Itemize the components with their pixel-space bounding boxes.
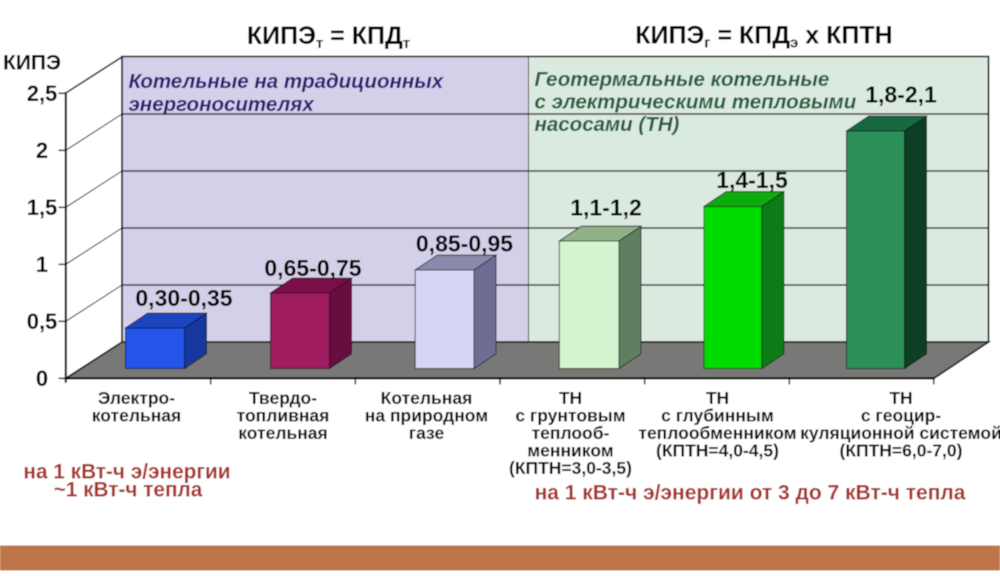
- svg-text:с геоцир-: с геоцир-: [861, 405, 942, 425]
- svg-text:1,1-1,2: 1,1-1,2: [570, 195, 642, 221]
- svg-text:с электрическими тепловыми: с электрическими тепловыми: [535, 91, 857, 114]
- svg-text:ТН: ТН: [889, 388, 912, 408]
- svg-text:с глубинным: с глубинным: [661, 405, 774, 425]
- svg-text:~1 кВт-ч тепла: ~1 кВт-ч тепла: [54, 479, 203, 502]
- svg-text:2,5: 2,5: [27, 81, 58, 106]
- svg-text:менником: менником: [527, 441, 614, 461]
- svg-text:ТН: ТН: [559, 388, 582, 408]
- svg-text:Котельные на традиционных: Котельные на традиционных: [129, 70, 445, 93]
- svg-text:КИПЭт = КПДт: КИПЭт = КПДт: [247, 22, 410, 52]
- svg-text:с грунтовым: с грунтовым: [515, 405, 625, 425]
- svg-text:0,5: 0,5: [27, 309, 58, 334]
- svg-text:насосами (ТН): насосами (ТН): [535, 113, 680, 136]
- svg-text:Геотермальные котельные: Геотермальные котельные: [535, 68, 830, 91]
- svg-text:топливная: топливная: [237, 405, 330, 425]
- svg-text:КИПЭ: КИПЭ: [3, 52, 61, 75]
- svg-text:0,30-0,35: 0,30-0,35: [135, 285, 232, 311]
- svg-text:(КПТН=6,0-7,0): (КПТН=6,0-7,0): [840, 441, 963, 461]
- svg-text:энергоносителях: энергоносителях: [129, 93, 316, 116]
- svg-text:на природном: на природном: [365, 405, 488, 425]
- svg-text:(КПТН=4,0-4,5): (КПТН=4,0-4,5): [656, 441, 779, 461]
- svg-text:ТН: ТН: [706, 388, 729, 408]
- svg-text:1,8-2,1: 1,8-2,1: [865, 82, 937, 108]
- svg-text:0,65-0,75: 0,65-0,75: [264, 255, 361, 281]
- svg-text:на 1 кВт-ч э/энергии от 3 до 7: на 1 кВт-ч э/энергии от 3 до 7 кВт-ч теп…: [535, 482, 966, 505]
- svg-text:1: 1: [36, 252, 48, 277]
- svg-text:1,5: 1,5: [27, 195, 58, 220]
- svg-text:Электро-: Электро-: [98, 388, 175, 408]
- svg-text:на 1 кВт-ч э/энергии: на 1 кВт-ч э/энергии: [23, 461, 230, 484]
- svg-text:(КПТН=3,0-3,5): (КПТН=3,0-3,5): [509, 458, 632, 478]
- svg-text:КИПЭг = КПДэ х КПТН: КИПЭг = КПДэ х КПТН: [635, 22, 892, 52]
- svg-text:0: 0: [36, 366, 48, 391]
- svg-text:газе: газе: [409, 423, 445, 443]
- svg-text:теплообменником: теплообменником: [638, 423, 796, 443]
- svg-text:0,85-0,95: 0,85-0,95: [416, 231, 513, 257]
- svg-text:1,4-1,5: 1,4-1,5: [716, 167, 788, 193]
- svg-text:теплооб-: теплооб-: [532, 423, 610, 443]
- svg-text:Твердо-: Твердо-: [249, 388, 317, 408]
- svg-text:2: 2: [36, 138, 48, 163]
- svg-text:котельная: котельная: [238, 423, 327, 443]
- svg-text:котельная: котельная: [92, 405, 181, 425]
- svg-text:куляционной системой: куляционной системой: [800, 423, 1000, 443]
- svg-text:Котельная: Котельная: [381, 388, 473, 408]
